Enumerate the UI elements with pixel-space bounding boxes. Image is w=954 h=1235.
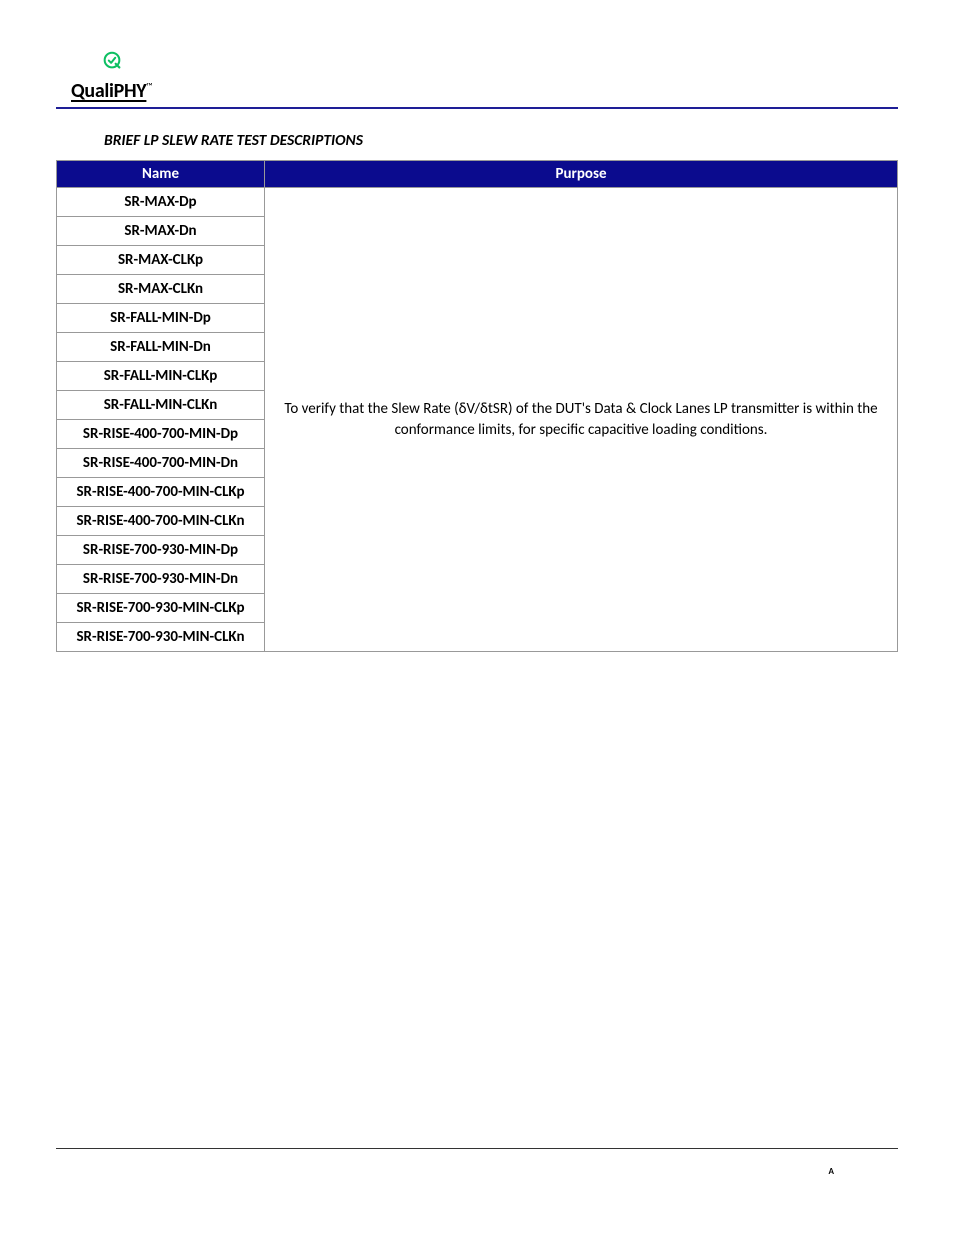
cell-name: SR-FALL-MIN-Dn <box>57 333 265 362</box>
col-header-purpose: Purpose <box>265 161 898 188</box>
brand-name: QualiPHY™ <box>71 79 152 103</box>
footer-mark: A <box>829 1166 834 1177</box>
brand-tm: ™ <box>146 81 152 92</box>
brand-icon <box>71 50 152 77</box>
cell-name: SR-FALL-MIN-Dp <box>57 304 265 333</box>
cell-name: SR-RISE-700-930-MIN-CLKp <box>57 594 265 623</box>
table-header-row: Name Purpose <box>57 161 898 188</box>
cell-name: SR-RISE-700-930-MIN-Dn <box>57 565 265 594</box>
cell-name: SR-RISE-700-930-MIN-Dp <box>57 536 265 565</box>
cell-name: SR-RISE-400-700-MIN-CLKn <box>57 507 265 536</box>
cell-purpose: To verify that the Slew Rate (δV/δtSR) o… <box>265 188 898 652</box>
col-header-name: Name <box>57 161 265 188</box>
table-row: SR-MAX-DpTo verify that the Slew Rate (δ… <box>57 188 898 217</box>
cell-name: SR-RISE-400-700-MIN-CLKp <box>57 478 265 507</box>
cell-name: SR-MAX-CLKn <box>57 275 265 304</box>
cell-name: SR-MAX-CLKp <box>57 246 265 275</box>
cell-name: SR-RISE-400-700-MIN-Dp <box>57 420 265 449</box>
cell-name: SR-MAX-Dn <box>57 217 265 246</box>
cell-name: SR-FALL-MIN-CLKn <box>57 391 265 420</box>
cell-name: SR-RISE-400-700-MIN-Dn <box>57 449 265 478</box>
footer-rule <box>56 1148 898 1149</box>
test-descriptions-table: Name Purpose SR-MAX-DpTo verify that the… <box>56 160 898 652</box>
cell-name: SR-MAX-Dp <box>57 188 265 217</box>
cell-name: SR-RISE-700-930-MIN-CLKn <box>57 623 265 652</box>
cell-name: SR-FALL-MIN-CLKp <box>57 362 265 391</box>
header-rule <box>56 107 898 109</box>
brand-logo: QualiPHY™ <box>71 50 152 103</box>
section-title: BRIEF LP SLEW RATE TEST DESCRIPTIONS <box>104 131 898 150</box>
